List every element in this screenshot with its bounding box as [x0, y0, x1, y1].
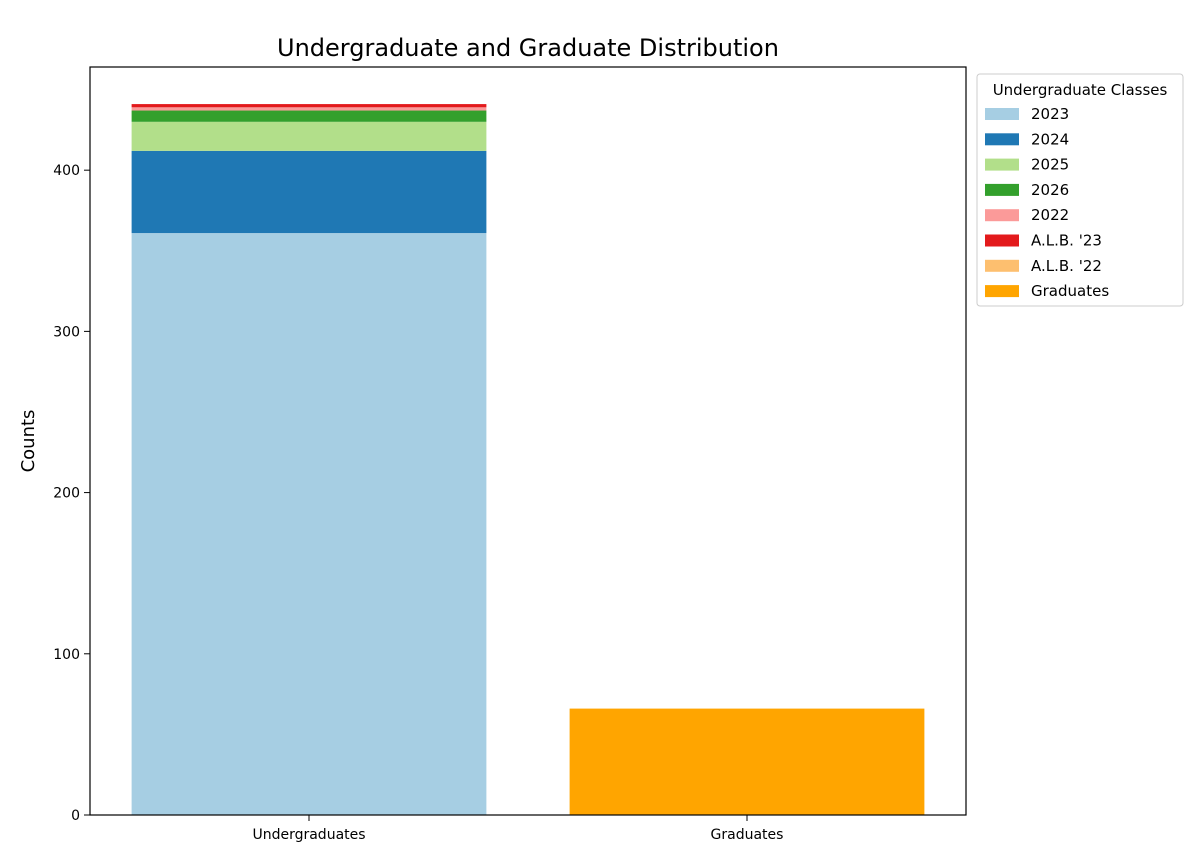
y-tick-label: 400 — [53, 163, 80, 179]
legend-swatch-2022 — [985, 209, 1019, 222]
bar-undergraduates-2026 — [131, 110, 487, 122]
bar-undergraduates-2025 — [131, 121, 487, 151]
chart-title: Undergraduate and Graduate Distribution — [277, 34, 779, 62]
x-tick-label: Graduates — [711, 827, 784, 843]
legend-title: Undergraduate Classes — [993, 81, 1168, 99]
bar-graduates-graduates — [569, 708, 925, 815]
y-tick-label: 0 — [71, 808, 80, 824]
legend: Undergraduate Classes 202320242025202620… — [976, 73, 1184, 307]
legend-swatch-graduates — [985, 285, 1019, 298]
plot-frame — [89, 66, 967, 816]
legend-items: 2023 2024 2025 2026 2022 A.L.B. '23 A.L.B. '22… — [985, 105, 1109, 300]
legend-swatch-2023 — [985, 108, 1019, 120]
x-axis: Undergraduates Graduates — [252, 815, 783, 843]
legend-label-2026: 2026 — [1031, 181, 1069, 199]
bar-undergraduates-2022 — [131, 107, 487, 111]
y-axis: 0 100 200 300 400 — [53, 163, 90, 824]
legend-frame — [976, 73, 1184, 307]
legend-label-2024: 2024 — [1031, 130, 1069, 148]
legend-label-graduates: Graduates — [1031, 282, 1109, 300]
legend-label-2023: 2023 — [1031, 105, 1069, 123]
legend-swatch-a-l-b-22 — [985, 259, 1019, 272]
bar-undergraduates-2024 — [131, 150, 487, 234]
bar-undergraduates-a-l-b-23 — [131, 104, 487, 108]
legend-swatch-2024 — [985, 133, 1019, 146]
y-tick-label: 300 — [53, 324, 80, 340]
y-tick-label: 200 — [53, 486, 80, 502]
x-tick-label: Undergraduates — [252, 827, 365, 843]
legend-swatch-2025 — [985, 158, 1019, 171]
legend-label-2022: 2022 — [1031, 206, 1069, 224]
legend-label-2025: 2025 — [1031, 156, 1069, 174]
legend-swatch-2026 — [985, 183, 1019, 196]
y-axis-label: Counts — [18, 410, 39, 473]
y-tick-label: 100 — [53, 647, 80, 663]
bars-group — [131, 104, 925, 816]
legend-swatch-a-l-b-23 — [985, 234, 1019, 247]
legend-label-a-l-b-23: A.L.B. '23 — [1031, 232, 1102, 250]
bar-undergraduates-2023 — [131, 233, 487, 816]
legend-label-a-l-b-22: A.L.B. '22 — [1031, 257, 1102, 275]
